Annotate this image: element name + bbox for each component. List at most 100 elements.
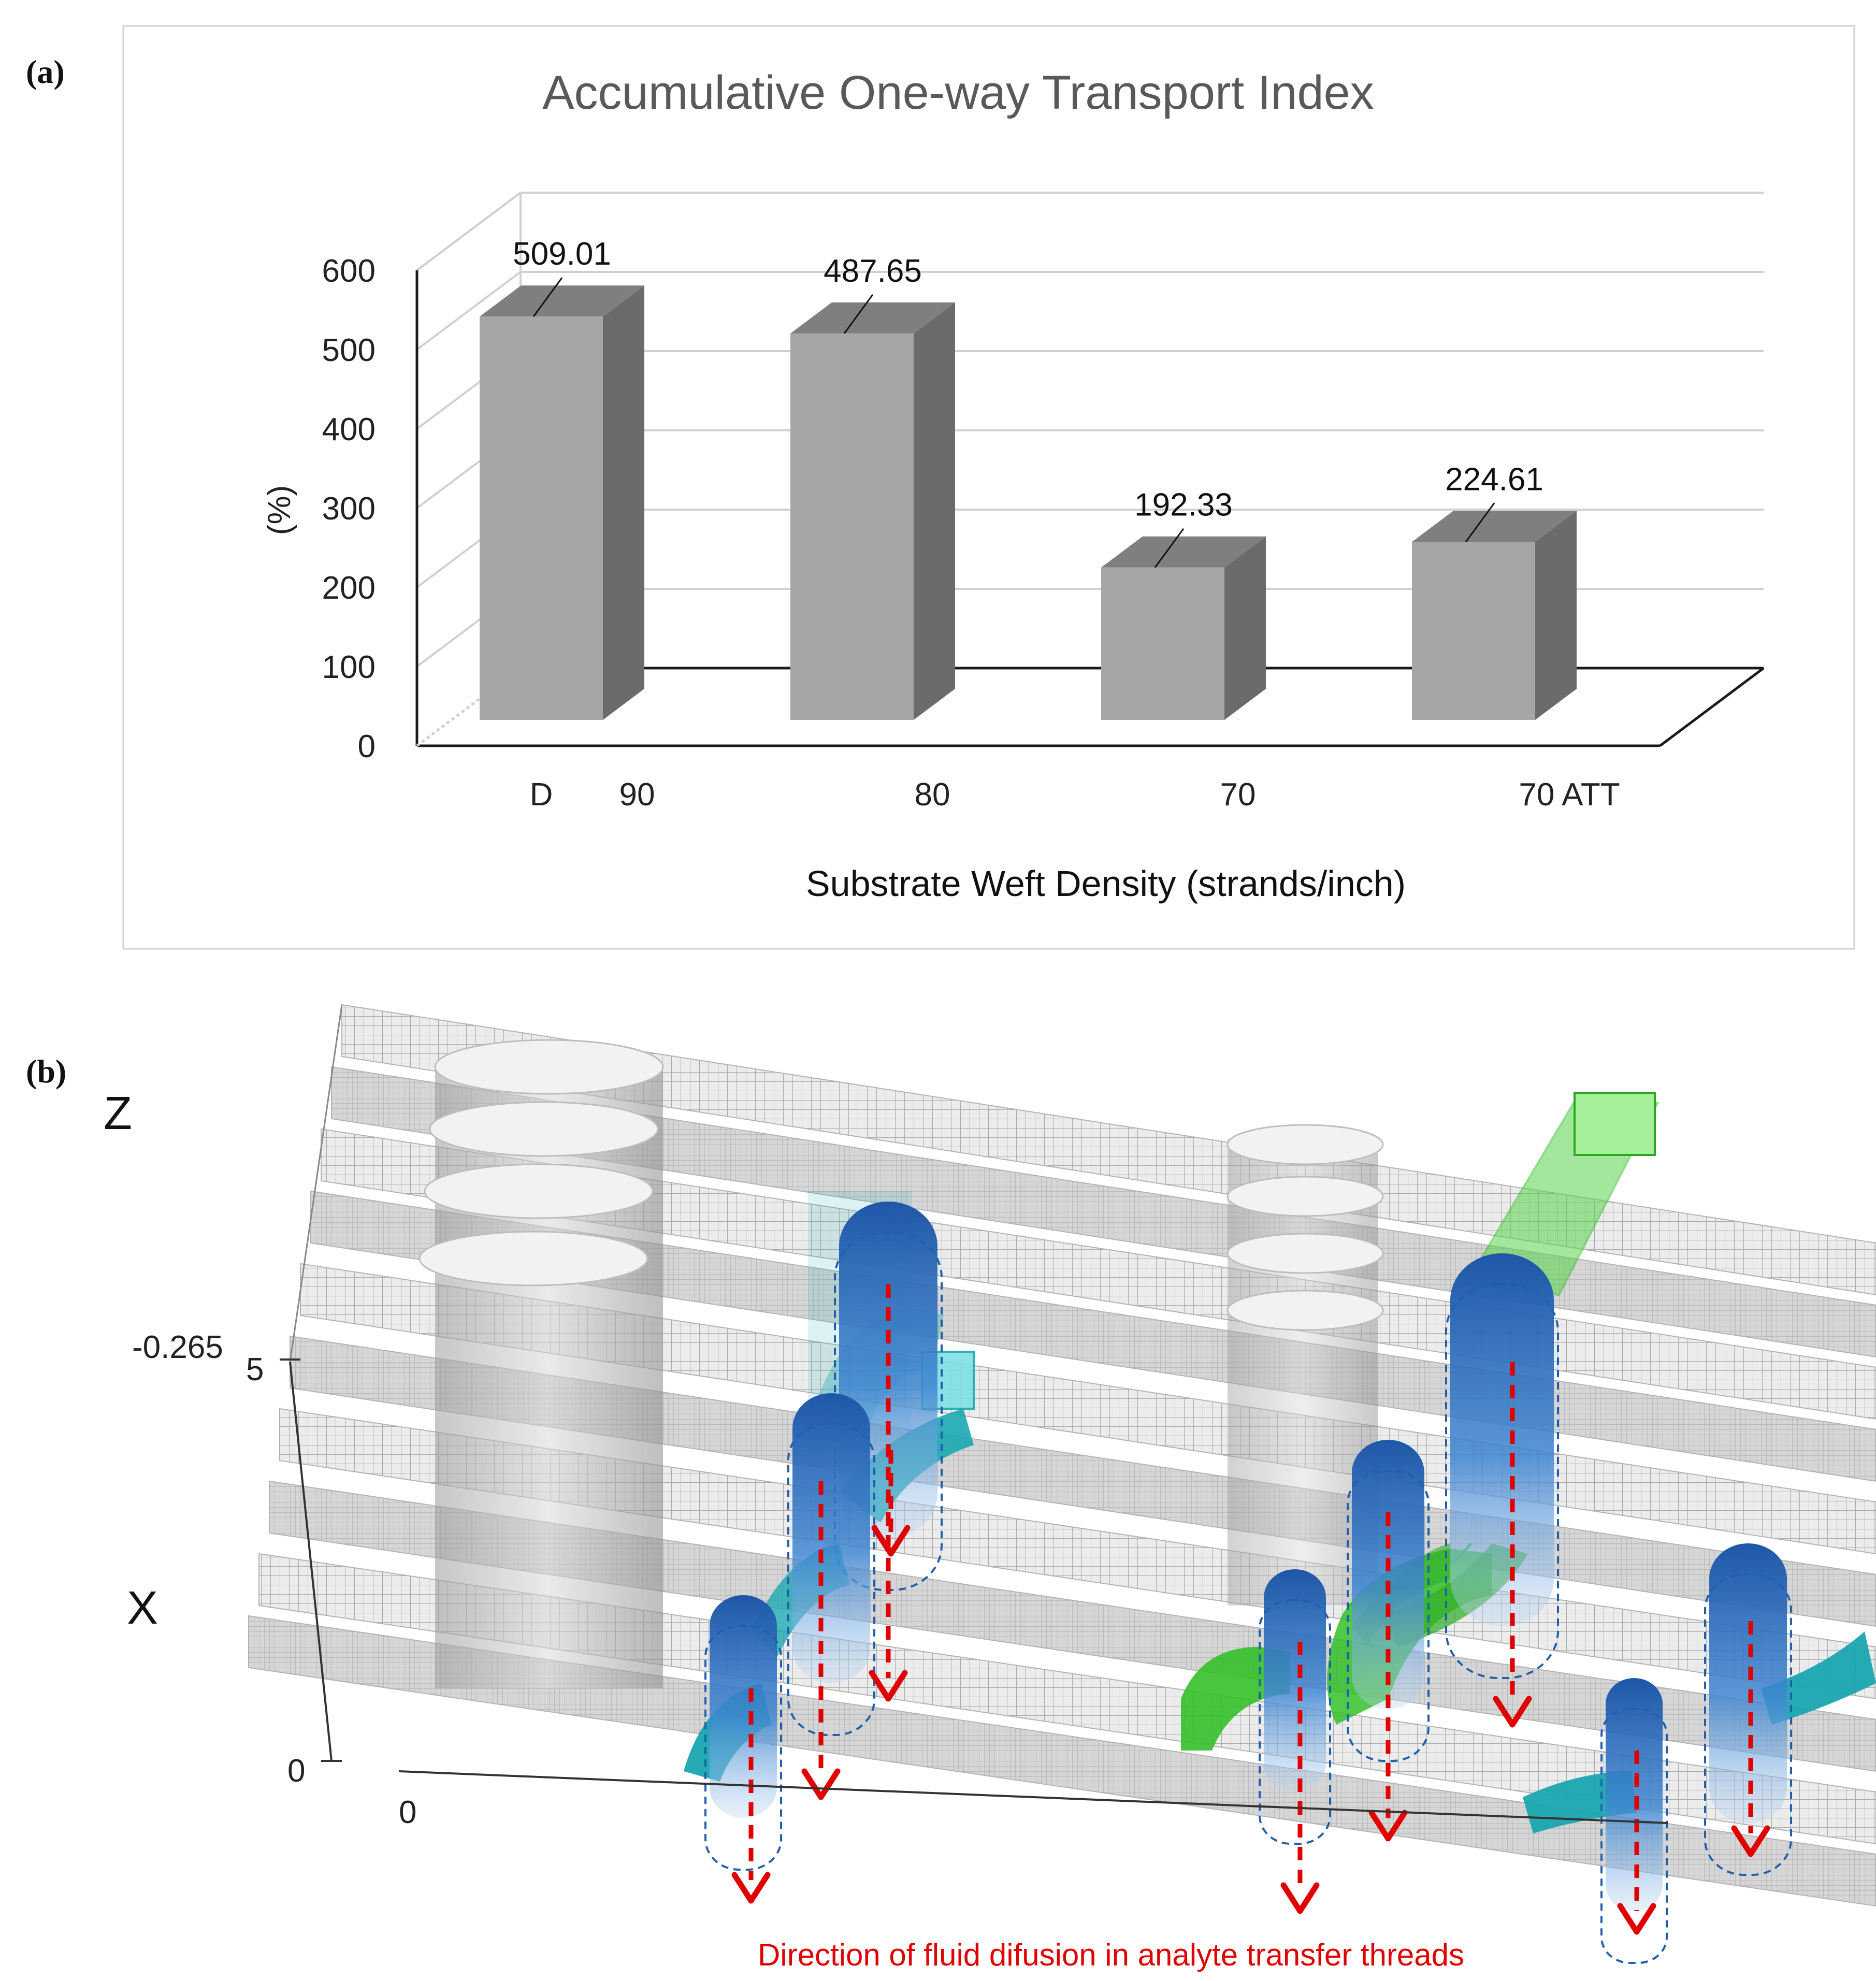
green-thread-lower-left: [1181, 1647, 1290, 1751]
gridline-diagonal: [416, 192, 522, 271]
bar-side-face: [914, 302, 955, 720]
chart-title: Accumulative One-way Transport Index: [542, 66, 1374, 119]
panel-a: (a) Accumulative One-way Transport Index…: [26, 25, 1855, 950]
bar-70-att: 224.61: [1412, 461, 1577, 720]
diffusion-arrow: [731, 1688, 771, 1904]
strand-stack-left: [419, 1039, 664, 1688]
arrow-head: [1280, 1882, 1320, 1914]
x-tick-labels: 90 80 70 70 ATT: [619, 777, 1620, 813]
thread-body: [1606, 1678, 1663, 1911]
strand-column-left: [435, 1067, 663, 1688]
vertical-axis-line: [289, 1362, 333, 1761]
axis-label-0-bottom: 0: [399, 1795, 416, 1830]
gridline-diagonal: [416, 271, 522, 351]
x-tick-label: 70 ATT: [1519, 777, 1620, 813]
arrow-head: [1493, 1696, 1532, 1728]
x-tick-label: 80: [915, 777, 950, 813]
fabric-layers: [248, 1004, 1876, 1907]
diffusion-arrow: [1617, 1751, 1656, 1935]
thread-outline: [1600, 1708, 1668, 1964]
x-tick-label: 70: [1220, 777, 1256, 813]
diffusion-caption: Direction of fluid difusion in analyte t…: [758, 1937, 1464, 1972]
panel-b: (b): [26, 1004, 1876, 1972]
y-tick-label: 0: [358, 729, 376, 764]
strand-stacks: [419, 1039, 1384, 1688]
y-tick-label: 400: [322, 412, 376, 447]
diffusion-arrow: [1368, 1512, 1408, 1842]
data-label: 509.01: [513, 236, 611, 272]
bar: [480, 316, 603, 720]
thread-outline: [1259, 1599, 1331, 1845]
strand-top-2: [429, 1101, 659, 1157]
bar-top-face: [1101, 536, 1266, 568]
thread-outline: [704, 1625, 782, 1871]
x-axis-label: Substrate Weft Density (strands/inch): [806, 863, 1406, 904]
bar: [790, 333, 914, 720]
arrow-head: [731, 1872, 771, 1904]
chart-frame: [122, 25, 1855, 950]
diffusion-arrow: [1731, 1621, 1770, 1857]
arrow-head: [869, 1670, 908, 1702]
data-label: 224.61: [1445, 461, 1543, 497]
green-thread-end-cap: [1574, 1092, 1656, 1156]
axis-x-label: X: [127, 1582, 158, 1634]
thread-body: [710, 1595, 777, 1818]
bar-70: 192.33: [1101, 487, 1266, 720]
strand-top-6: [1226, 1176, 1384, 1217]
thread-body: [792, 1393, 870, 1683]
analyte-transfer-threads: [704, 1202, 1792, 1964]
bar: [1101, 567, 1224, 720]
panel-b-label: (b): [26, 1053, 66, 1090]
strand-top-5: [1226, 1124, 1384, 1165]
bottom-axis-line: [398, 1770, 1668, 1824]
fabric-left-edge: [289, 1004, 343, 1363]
panel-a-label: (a): [26, 53, 65, 90]
data-label-leader: [1154, 528, 1185, 568]
axis-label-top-value: -0.265: [132, 1329, 223, 1365]
arrow-head: [1731, 1825, 1770, 1857]
y-tick-labels: 0 100 200 300 400 500 600: [322, 253, 376, 764]
analyte-thread: [1600, 1678, 1668, 1964]
arrow-head: [871, 1525, 911, 1557]
strand-top-8: [1226, 1290, 1384, 1331]
bar: [1412, 542, 1535, 720]
bars: 509.01 487.65 192.33 224.61: [480, 236, 1577, 720]
bar-side-face: [603, 285, 644, 720]
y-tick-label: 100: [322, 649, 376, 685]
diffusion-arrows: [731, 1284, 1770, 1935]
y-tick-label: 500: [322, 332, 376, 368]
bar-side-face: [1535, 511, 1577, 720]
diffusion-arrow: [871, 1450, 911, 1557]
x-tick-label: 90: [619, 777, 655, 813]
depth-axis-label: D: [530, 777, 553, 813]
arrow-head: [801, 1768, 841, 1800]
data-label-leader: [1465, 502, 1495, 543]
thread-outline: [787, 1423, 875, 1736]
data-label-leader: [532, 277, 563, 317]
floor-right-edge: [1659, 667, 1765, 747]
thread-body: [1264, 1569, 1326, 1792]
strand-top-3: [424, 1163, 654, 1219]
arrow-head: [1368, 1810, 1408, 1842]
y-tick-label: 300: [322, 491, 376, 527]
thread-body: [1709, 1543, 1787, 1823]
analyte-thread: [1347, 1440, 1430, 1762]
arrow-head: [1617, 1903, 1656, 1935]
axis-label-5: 5: [246, 1352, 264, 1387]
data-label: 487.65: [824, 253, 922, 289]
axes-3d: [280, 1358, 1668, 1824]
analyte-thread: [1704, 1543, 1792, 1876]
thread-outline: [1347, 1470, 1430, 1762]
thread-outline: [1704, 1573, 1792, 1876]
axis-label-0-left: 0: [287, 1753, 305, 1789]
axis-z-label: Z: [104, 1088, 132, 1139]
analyte-thread: [787, 1393, 875, 1736]
bar-top-face: [1412, 511, 1577, 542]
thread-body: [1450, 1253, 1554, 1626]
bar-side-face: [1224, 536, 1266, 720]
thread-outline: [1445, 1283, 1559, 1679]
strand-top-1: [434, 1039, 664, 1095]
analyte-thread: [1259, 1569, 1331, 1845]
thread-body: [1352, 1440, 1424, 1709]
